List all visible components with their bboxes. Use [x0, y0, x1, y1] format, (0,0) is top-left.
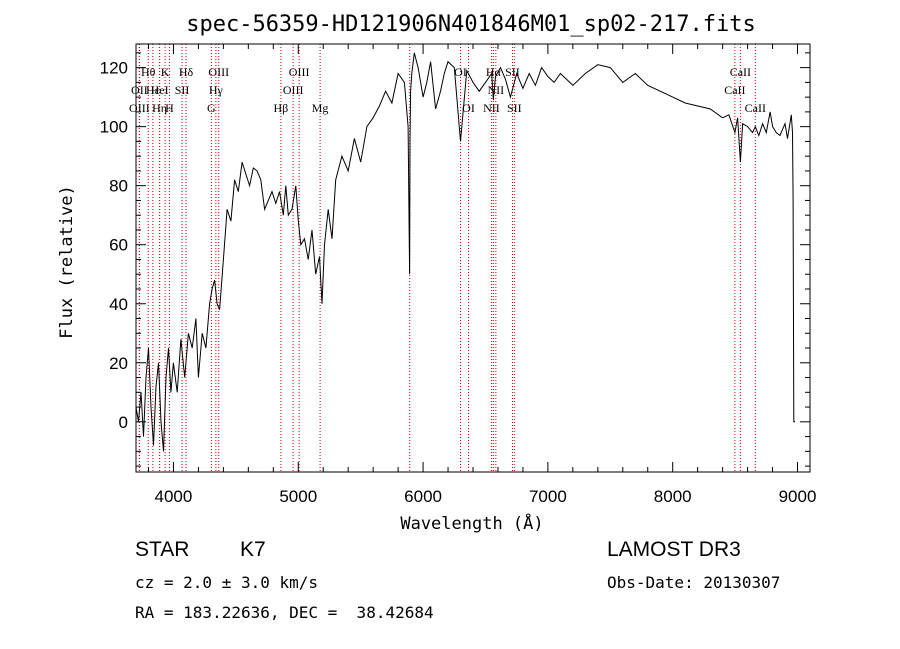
line-label-8: H [165, 101, 174, 115]
line-label-9: Hδ [179, 65, 194, 79]
line-label-13: Hβ [274, 101, 289, 115]
y-tick-label-2: 40 [109, 295, 128, 314]
line-label-21: NII [488, 83, 505, 97]
redshift-text: cz = 2.0 ± 3.0 km/s [135, 573, 319, 592]
spectral-line-markers [138, 44, 756, 472]
x-tick-label-1: 5000 [279, 487, 317, 506]
line-label-12: G [207, 101, 216, 115]
line-label-10: OIII [208, 65, 229, 79]
x-axis-label: Wavelength (Å) [400, 512, 543, 534]
coordinates: RA = 183.22636, DEC = 38.42684 [135, 603, 434, 622]
line-label-19: OI [462, 101, 475, 115]
line-label-7: SII [175, 83, 190, 97]
line-label-15: OIII [283, 83, 304, 97]
line-label-18: OI [454, 65, 467, 79]
line-label-11: Hγ [209, 83, 224, 97]
x-axis-ticks: 4000 5000 6000 7000 8000 9000 [147, 44, 817, 506]
spectrum-line [135, 52, 795, 452]
y-tick-label-0: 0 [119, 413, 128, 432]
line-label-3: Hε [146, 83, 160, 97]
x-tick-label-4: 8000 [654, 487, 692, 506]
line-label-6: HeI [151, 83, 169, 97]
y-tick-label-4: 80 [109, 177, 128, 196]
line-label-27: CaII [745, 101, 766, 115]
line-label-2: OIII [129, 101, 150, 115]
survey-name: LAMOST DR3 [607, 538, 741, 561]
obs-date: Obs-Date: 20130307 [607, 573, 781, 592]
line-label-4: K [161, 65, 170, 79]
x-tick-label-5: 9000 [779, 487, 817, 506]
line-label-14: OIII [289, 65, 310, 79]
y-tick-label-1: 20 [109, 354, 128, 373]
line-label-23: SII [505, 65, 520, 79]
x-tick-label-0: 4000 [155, 487, 193, 506]
line-label-1: OII [131, 83, 148, 97]
object-subclass: K7 [240, 538, 266, 561]
line-label-25: CaII [730, 65, 751, 79]
line-label-22: NII [483, 101, 500, 115]
x-tick-label-3: 7000 [529, 487, 567, 506]
line-label-24: SII [507, 101, 522, 115]
line-label-0: Hθ [141, 65, 156, 79]
y-axis-label: Flux (relative) [57, 185, 77, 339]
object-class: STAR [135, 538, 190, 561]
y-tick-label-5: 100 [100, 118, 128, 137]
y-tick-label-6: 120 [100, 59, 128, 78]
chart-title: spec-56359-HD121906N401846M01_sp02-217.f… [186, 12, 756, 37]
line-label-20: Hα [486, 65, 502, 79]
y-tick-label-3: 60 [109, 236, 128, 255]
x-tick-label-2: 6000 [404, 487, 442, 506]
line-label-26: CaII [724, 83, 745, 97]
line-label-5: Hη [152, 101, 167, 115]
y-axis-ticks: 0 20 40 60 80 100 120 [100, 52, 810, 467]
line-label-16: Mg [312, 101, 329, 115]
